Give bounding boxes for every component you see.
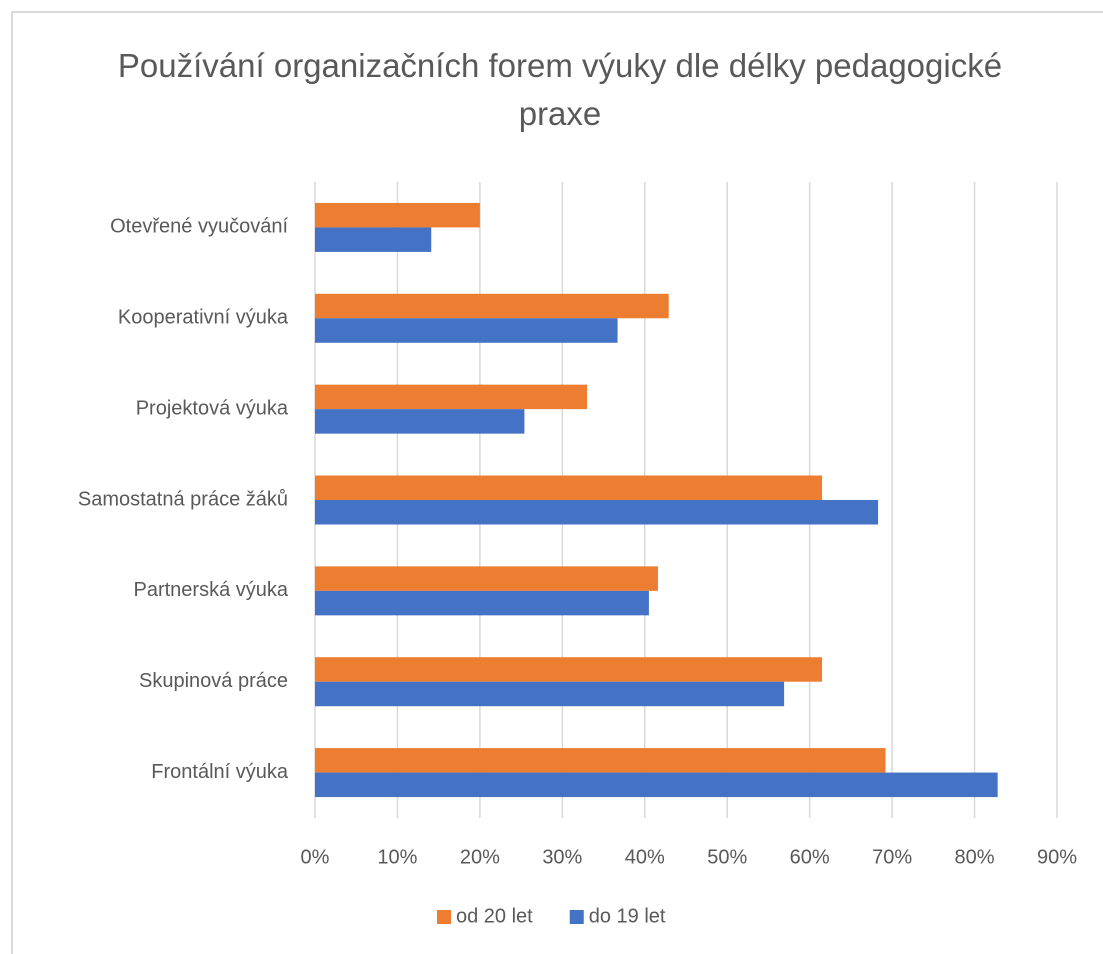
bar <box>315 202 480 228</box>
bar <box>315 475 823 500</box>
legend-swatch <box>437 910 451 924</box>
bar <box>315 227 432 252</box>
bar <box>315 384 588 410</box>
x-tick-label: 80% <box>955 846 995 868</box>
bar <box>315 772 998 798</box>
legend-label: od 20 let <box>456 905 533 927</box>
bar <box>315 657 823 682</box>
bar <box>315 681 785 707</box>
bar <box>315 590 649 616</box>
x-tick-label: 50% <box>707 846 747 868</box>
x-tick-label: 30% <box>542 846 582 868</box>
bar <box>315 409 525 434</box>
y-tick-label: Otevřené vyučování <box>110 216 288 238</box>
x-tick-label: 0% <box>301 846 330 868</box>
y-tick-label: Kooperativní výuka <box>118 307 289 329</box>
bar <box>315 566 658 591</box>
x-tick-label: 90% <box>1037 846 1077 868</box>
x-tick-label: 20% <box>460 846 500 868</box>
bar <box>315 500 879 525</box>
y-tick-label: Partnerská výuka <box>133 579 288 601</box>
chart-title: Používání organizačních forem výuky dle … <box>117 47 1003 132</box>
chart-border <box>11 11 1103 954</box>
x-tick-label: 10% <box>377 846 417 868</box>
legend-label: do 19 let <box>589 905 666 927</box>
y-tick-label: Skupinová práce <box>139 670 288 692</box>
bar <box>315 293 669 319</box>
legend-swatch <box>569 910 584 924</box>
bar <box>315 318 618 343</box>
y-tick-label: Samostatná práce žáků <box>78 488 288 510</box>
x-tick-label: 40% <box>625 846 665 868</box>
y-tick-label: Projektová výuka <box>136 397 289 419</box>
x-tick-label: 60% <box>790 846 830 868</box>
x-tick-label: 70% <box>872 846 912 868</box>
bar <box>315 748 886 773</box>
y-tick-label: Frontální výuka <box>151 761 289 783</box>
